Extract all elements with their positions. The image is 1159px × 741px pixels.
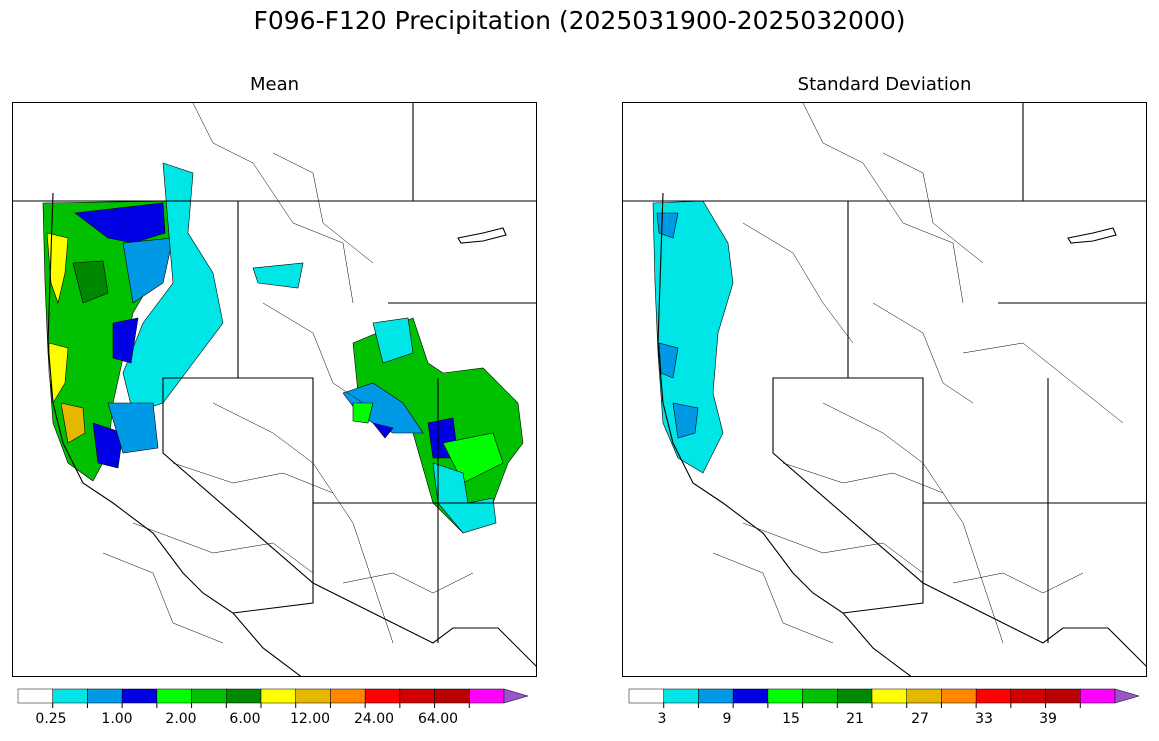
- colorbar-swatch: [17, 688, 53, 704]
- colorbar-swatch: [732, 688, 769, 704]
- colorbar-swatch: [191, 688, 227, 704]
- colorbar-swatch: [434, 688, 470, 704]
- colorbar-swatch: [399, 688, 435, 704]
- mean-panel-title: Mean: [249, 74, 300, 95]
- colorbar-swatch: [1080, 688, 1116, 704]
- colorbar-swatch: [767, 688, 803, 704]
- colorbar-swatch: [628, 688, 664, 704]
- stddev-colorbar-swatches: [628, 688, 1140, 708]
- colorbar-swatch: [941, 688, 977, 704]
- mean-precip-fills: [42, 162, 524, 534]
- mean-colorbar: [17, 688, 529, 708]
- figure-title: F096-F120 Precipitation (2025031900-2025…: [253, 6, 906, 35]
- stddev-colorbar: [628, 688, 1140, 708]
- stddev-tick-label: 27: [911, 711, 929, 727]
- colorbar-swatch: [52, 688, 88, 704]
- colorbar-swatch: [503, 688, 529, 704]
- colorbar-swatch: [663, 688, 699, 704]
- colorbar-swatch: [871, 688, 907, 704]
- colorbar-swatch: [1045, 688, 1081, 704]
- colorbar-swatch: [121, 688, 158, 704]
- colorbar-swatch: [837, 688, 873, 704]
- colorbar-swatch: [260, 688, 296, 704]
- colorbar-swatch: [802, 688, 838, 704]
- colorbar-swatch: [156, 688, 192, 704]
- colorbar-swatch: [295, 688, 331, 704]
- colorbar-swatch: [87, 688, 123, 704]
- mean-state-borders: [13, 103, 536, 676]
- stddev-map: [622, 102, 1147, 677]
- stddev-precip-fills: [652, 200, 734, 474]
- colorbar-swatch: [698, 688, 734, 704]
- mean-tick-label: 24.00: [353, 711, 395, 727]
- mean-map: [12, 102, 537, 677]
- mean-basin-outlines: [102, 103, 474, 644]
- colorbar-swatch: [469, 688, 505, 704]
- mean-tick-label: 64.00: [417, 711, 459, 727]
- stddev-tick-label: 21: [846, 711, 864, 727]
- mean-tick-label: 12.00: [289, 711, 331, 727]
- colorbar-swatch: [1114, 688, 1140, 704]
- mean-tick-label: 1.00: [101, 711, 133, 727]
- colorbar-swatch: [975, 688, 1012, 704]
- colorbar-swatch: [1010, 688, 1046, 704]
- stddev-tick-label: 33: [975, 711, 993, 727]
- mean-tick-label: 2.00: [165, 711, 197, 727]
- stddev-panel-title: Standard Deviation: [797, 74, 972, 95]
- stddev-state-borders: [623, 103, 1146, 676]
- mean-tick-label: 6.00: [229, 711, 261, 727]
- stddev-tick-label: 39: [1039, 711, 1057, 727]
- mean-colorbar-swatches: [17, 688, 529, 708]
- stddev-basin-outlines: [712, 103, 1124, 644]
- stddev-tick-label: 3: [657, 711, 667, 727]
- stddev-tick-label: 9: [722, 711, 732, 727]
- mean-tick-label: 0.25: [35, 711, 67, 727]
- colorbar-swatch: [906, 688, 942, 704]
- colorbar-swatch: [364, 688, 401, 704]
- stddev-tick-label: 15: [782, 711, 800, 727]
- colorbar-swatch: [226, 688, 262, 704]
- colorbar-swatch: [330, 688, 366, 704]
